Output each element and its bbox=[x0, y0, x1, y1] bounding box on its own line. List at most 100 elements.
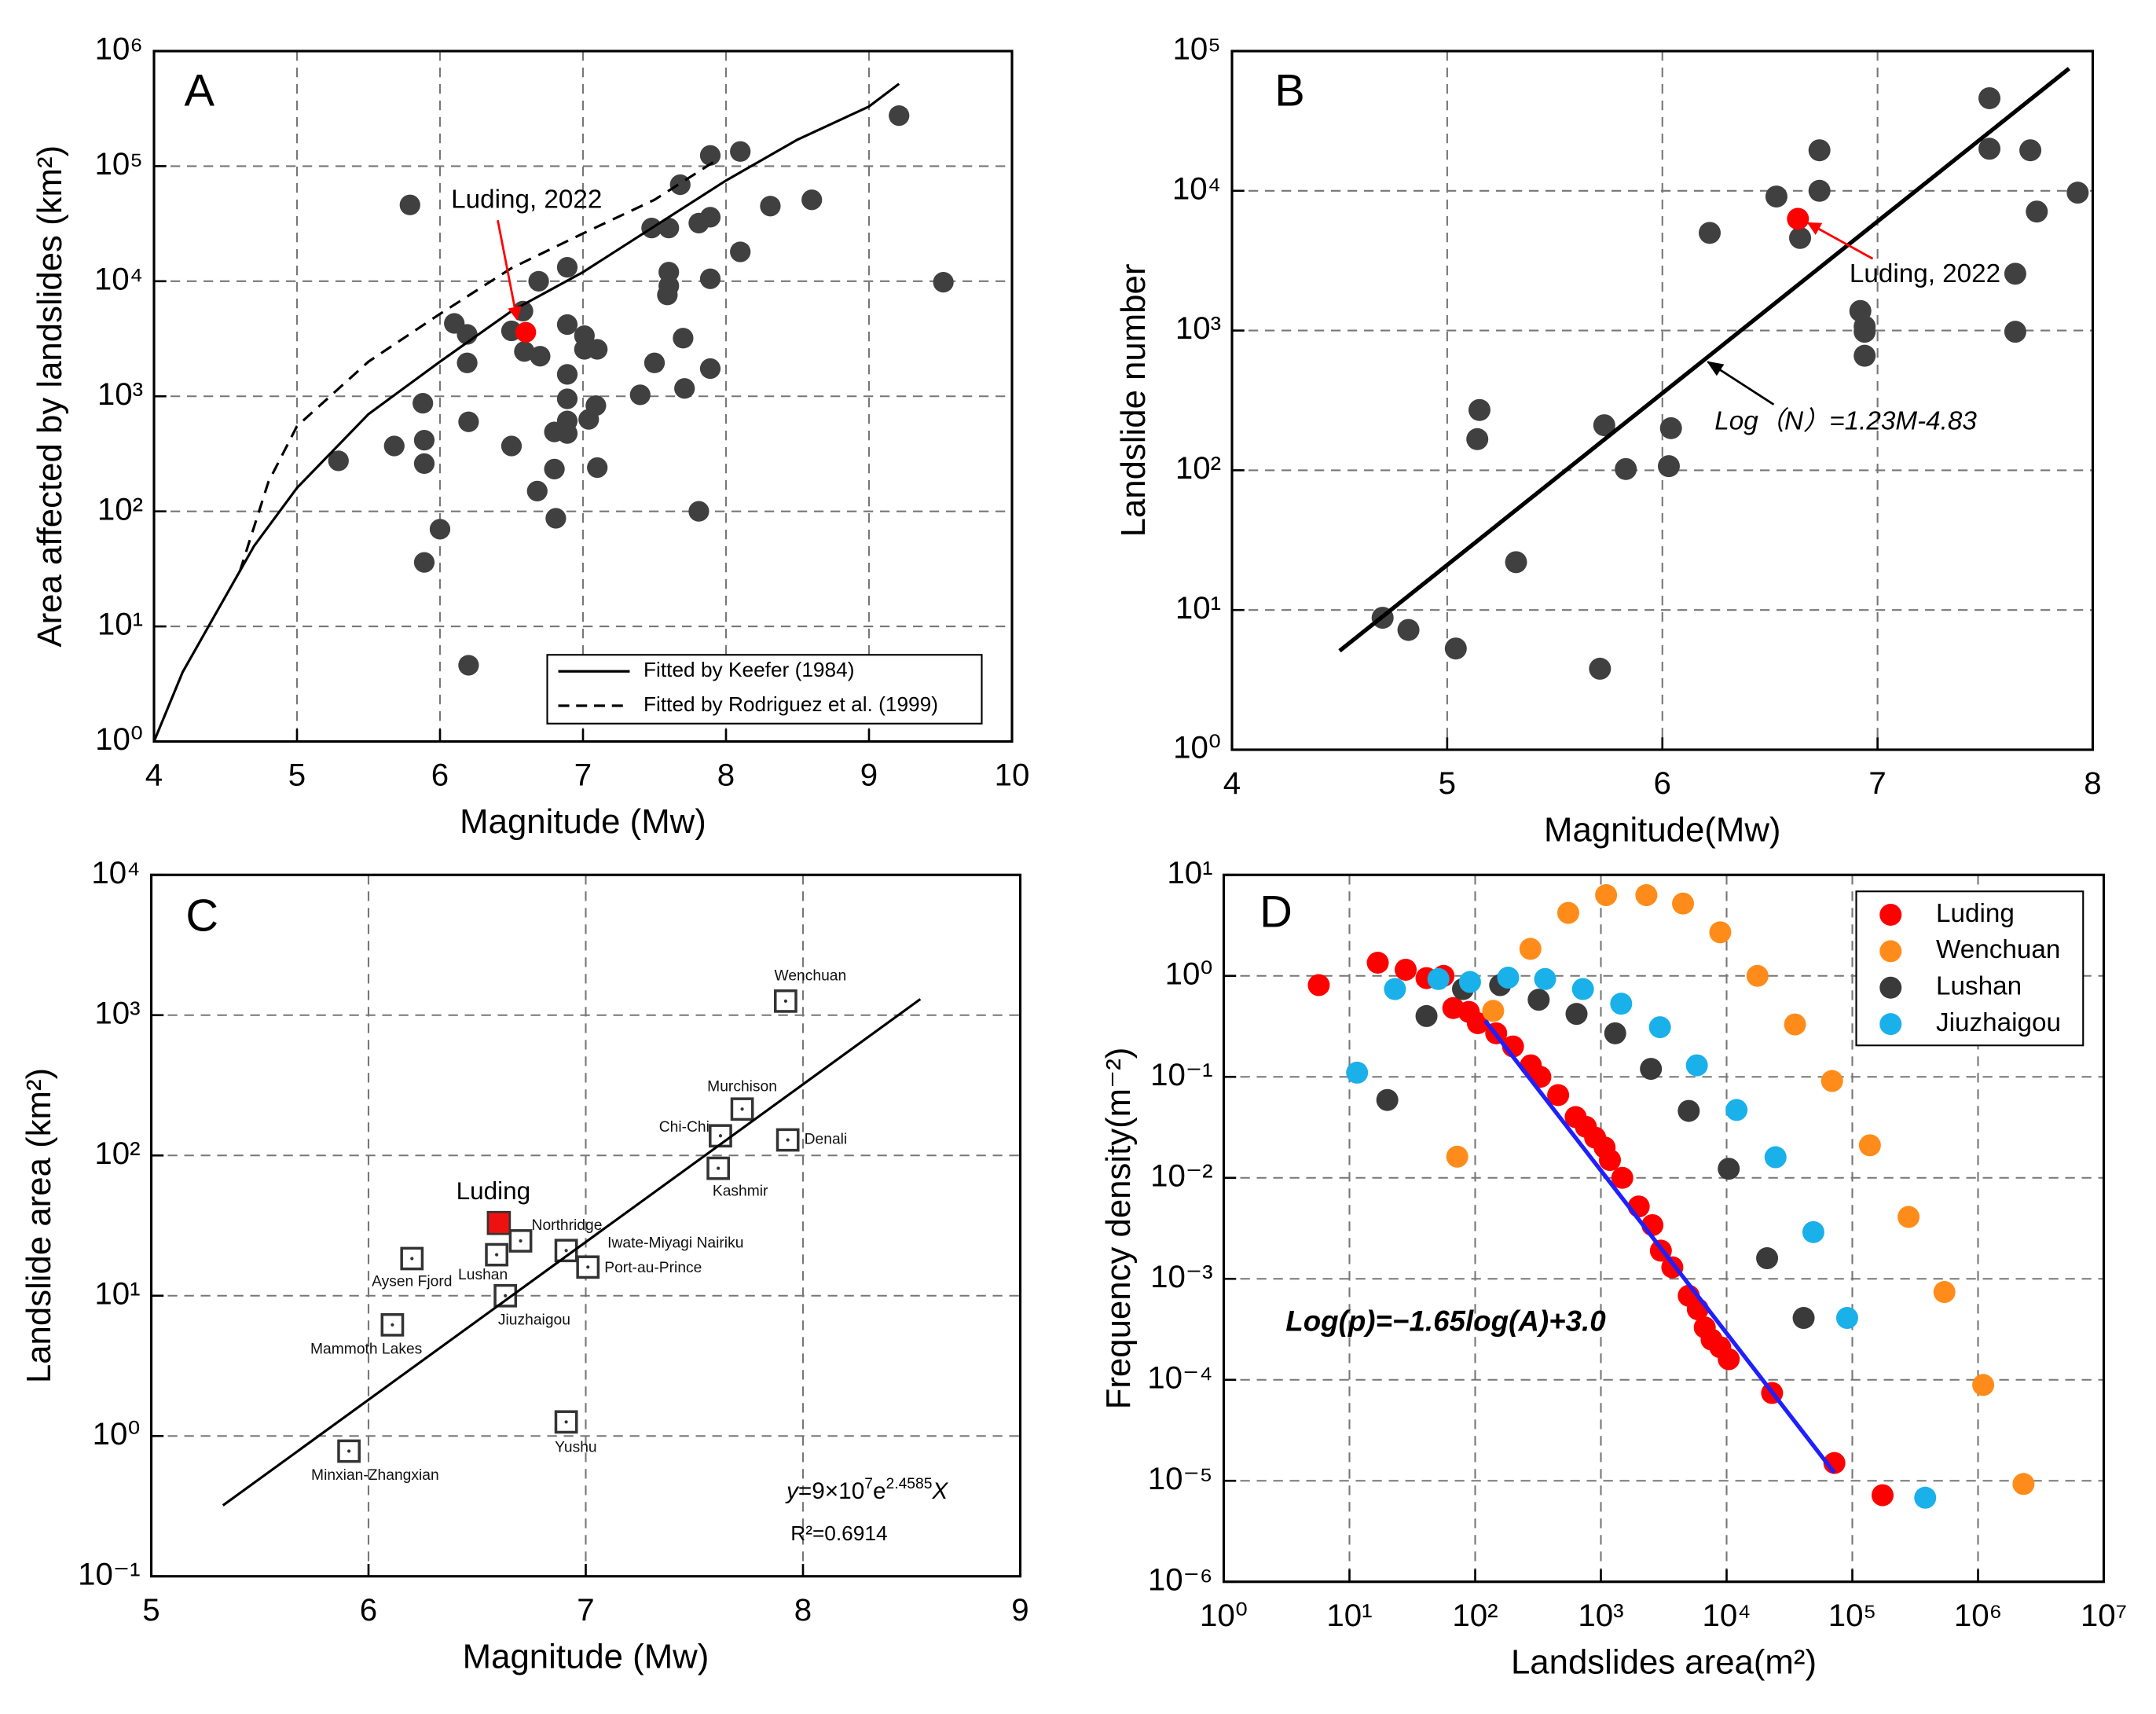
y-tick-label: 10⁻³ bbox=[1150, 1259, 1212, 1294]
point bbox=[587, 339, 608, 360]
point bbox=[1534, 967, 1556, 990]
x-tick-label: 7 bbox=[574, 758, 592, 793]
point bbox=[500, 435, 522, 457]
equation-part: 2.4585 bbox=[886, 1476, 933, 1492]
x-tick-label: 10⁵ bbox=[1828, 1598, 1876, 1633]
point bbox=[2004, 321, 2026, 343]
y-tick-label: 10¹ bbox=[97, 607, 143, 642]
legend-label: Fitted by Rodriguez et al. (1999) bbox=[644, 692, 938, 716]
x-axis-label: Magnitude (Mw) bbox=[460, 802, 706, 841]
x-tick-label: 6 bbox=[360, 1592, 377, 1628]
point bbox=[1527, 989, 1550, 1011]
panel-label: B bbox=[1274, 66, 1305, 116]
point-center bbox=[718, 1134, 723, 1138]
point bbox=[1808, 139, 1831, 162]
point bbox=[1765, 185, 1788, 208]
y-tick-label: 10⁻¹ bbox=[78, 1556, 140, 1591]
x-tick-label: 10⁰ bbox=[1200, 1598, 1248, 1633]
y-axis-label: Landslide area (km²) bbox=[20, 1068, 58, 1383]
point bbox=[1672, 892, 1695, 915]
point bbox=[1599, 1149, 1622, 1172]
x-tick-label: 6 bbox=[1654, 765, 1671, 801]
legend-box bbox=[546, 654, 983, 725]
annotation: Log(p)=−1.65log(A)+3.0 bbox=[1285, 1305, 1606, 1337]
point bbox=[1659, 417, 1682, 439]
point bbox=[1746, 964, 1769, 987]
equation-part: e bbox=[873, 1478, 886, 1504]
point bbox=[1589, 657, 1612, 680]
point-center bbox=[564, 1420, 568, 1424]
point bbox=[412, 392, 434, 414]
point bbox=[699, 207, 721, 228]
point bbox=[1444, 637, 1467, 660]
y-tick-label: 10⁶ bbox=[95, 31, 143, 67]
point-label: Wenchuan bbox=[775, 967, 847, 984]
point bbox=[1571, 978, 1594, 1000]
legend-label: Fitted by Keefer (1984) bbox=[644, 658, 854, 681]
fit-line bbox=[152, 83, 900, 743]
annotation: Luding, 2022 bbox=[1850, 259, 2000, 288]
y-tick-label: 10⁰ bbox=[93, 1416, 141, 1452]
annotation-arrow bbox=[1806, 222, 1874, 260]
point bbox=[528, 270, 549, 292]
point bbox=[1427, 967, 1450, 990]
point bbox=[1789, 226, 1812, 249]
point bbox=[1914, 1486, 1937, 1509]
point bbox=[1395, 958, 1417, 981]
point-label: Lushan bbox=[458, 1267, 508, 1283]
y-tick-label: 10³ bbox=[1175, 310, 1221, 346]
x-tick-label: 7 bbox=[1868, 765, 1886, 801]
x-tick-label: 8 bbox=[717, 758, 735, 793]
point-center bbox=[495, 1253, 499, 1257]
point bbox=[1307, 974, 1330, 996]
point bbox=[1497, 967, 1520, 989]
point-label: Chi-Chi bbox=[659, 1119, 710, 1136]
point bbox=[1764, 1146, 1787, 1169]
equation-part: =9×10 bbox=[798, 1478, 864, 1504]
point-center bbox=[786, 1138, 790, 1142]
point bbox=[760, 196, 781, 217]
point bbox=[1854, 321, 1876, 343]
point bbox=[1678, 1099, 1700, 1122]
equation-part: X bbox=[931, 1478, 948, 1504]
point-center bbox=[390, 1323, 394, 1327]
point bbox=[1366, 952, 1389, 974]
y-tick-label: 10² bbox=[97, 491, 143, 527]
annotation: Log（N）=1.23M-4.83 bbox=[1714, 406, 1977, 435]
point bbox=[413, 552, 435, 573]
point bbox=[1685, 1054, 1708, 1077]
point bbox=[658, 218, 680, 239]
point bbox=[1858, 1134, 1881, 1157]
point bbox=[1556, 901, 1579, 924]
point bbox=[1972, 1374, 1995, 1397]
y-tick-label: 10³ bbox=[97, 376, 143, 412]
plot-frame bbox=[1222, 873, 2106, 1584]
point bbox=[1808, 179, 1831, 202]
point bbox=[545, 508, 566, 529]
x-tick-label: 9 bbox=[1011, 1592, 1028, 1628]
point bbox=[1458, 971, 1481, 993]
point bbox=[2026, 200, 2048, 223]
equation-part: 7 bbox=[864, 1476, 873, 1492]
x-tick-label: 10⁶ bbox=[1954, 1598, 2002, 1633]
y-tick-label: 10² bbox=[1175, 450, 1221, 486]
point bbox=[730, 241, 751, 262]
point bbox=[699, 358, 721, 380]
x-tick-label: 10² bbox=[1452, 1598, 1498, 1633]
point bbox=[1978, 138, 2001, 160]
point bbox=[801, 189, 823, 211]
fit-line bbox=[238, 160, 716, 572]
point bbox=[1482, 1000, 1505, 1022]
plot-frame bbox=[152, 50, 1014, 743]
x-tick-label: 9 bbox=[860, 758, 878, 793]
point bbox=[629, 384, 651, 406]
point-label: Luding bbox=[456, 1176, 531, 1205]
point-center bbox=[783, 999, 787, 1003]
y-tick-label: 10³ bbox=[94, 995, 140, 1030]
point-label: Northridge bbox=[532, 1217, 603, 1234]
point bbox=[1933, 1281, 1956, 1304]
plot-frame bbox=[1230, 50, 2095, 751]
point bbox=[515, 321, 537, 343]
point bbox=[556, 423, 578, 444]
point bbox=[1802, 1220, 1824, 1243]
